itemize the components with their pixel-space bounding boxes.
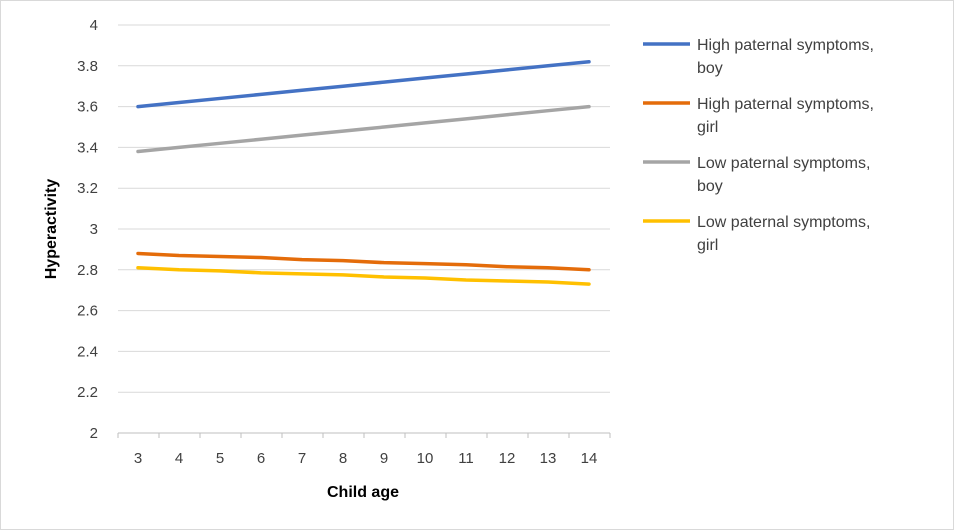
- x-axis: [117, 432, 611, 438]
- legend-label-2-line2: girl: [697, 119, 718, 136]
- y-tick-label: 4: [90, 17, 98, 34]
- y-tick-label: 2.8: [77, 262, 98, 279]
- series-line-4: [136, 266, 591, 286]
- series-line-3: [136, 104, 591, 154]
- x-tick-label: 12: [499, 450, 516, 467]
- y-tick-label: 2.6: [77, 303, 98, 320]
- x-tick-label: 7: [298, 450, 306, 467]
- y-tick-label: 3.8: [77, 58, 98, 75]
- legend-label-4-line2: girl: [697, 237, 718, 254]
- legend-label-4: Low paternal symptoms,: [697, 214, 870, 231]
- y-tick-label: 3.4: [77, 139, 98, 156]
- x-tick-label: 11: [458, 450, 474, 467]
- series-line-1: [136, 59, 591, 109]
- y-axis-title: Hyperactivity: [43, 179, 60, 280]
- x-tick-label: 10: [417, 450, 434, 467]
- legend-label-2: High paternal symptoms,: [697, 96, 874, 113]
- y-tick-label: 3: [90, 221, 98, 238]
- x-tick-label: 6: [257, 450, 265, 467]
- x-tick-label: 14: [581, 450, 598, 467]
- legend-label-1: High paternal symptoms,: [697, 37, 874, 54]
- gridlines: [118, 24, 610, 393]
- series-line-2: [136, 251, 591, 272]
- x-tick-label: 3: [134, 450, 142, 467]
- y-tick-label: 3.6: [77, 99, 98, 116]
- x-tick-label: 13: [540, 450, 557, 467]
- y-tick-label: 2.2: [77, 384, 98, 401]
- y-tick-label: 2.4: [77, 343, 98, 360]
- y-tick-labels: 2 2.2 2.4 2.6 2.8 3 3.2 3.4 3.6 3.8 4: [77, 17, 98, 442]
- legend-label-3: Low paternal symptoms,: [697, 155, 870, 172]
- legend-label-1-line2: boy: [697, 60, 723, 77]
- series-lines: [136, 59, 591, 286]
- x-tick-label: 9: [380, 450, 388, 467]
- legend-label-3-line2: boy: [697, 178, 723, 195]
- y-tick-label: 3.2: [77, 180, 98, 197]
- x-tick-label: 8: [339, 450, 347, 467]
- x-tick-label: 5: [216, 450, 224, 467]
- legend: High paternal symptoms, boy High paternal …: [643, 37, 874, 254]
- x-axis-title: Child age: [327, 484, 399, 501]
- x-tick-labels: 3 4 5 6 7 8 9 10 11 12 13 14: [134, 450, 598, 467]
- x-tick-label: 4: [175, 450, 183, 467]
- y-tick-label: 2: [90, 425, 98, 442]
